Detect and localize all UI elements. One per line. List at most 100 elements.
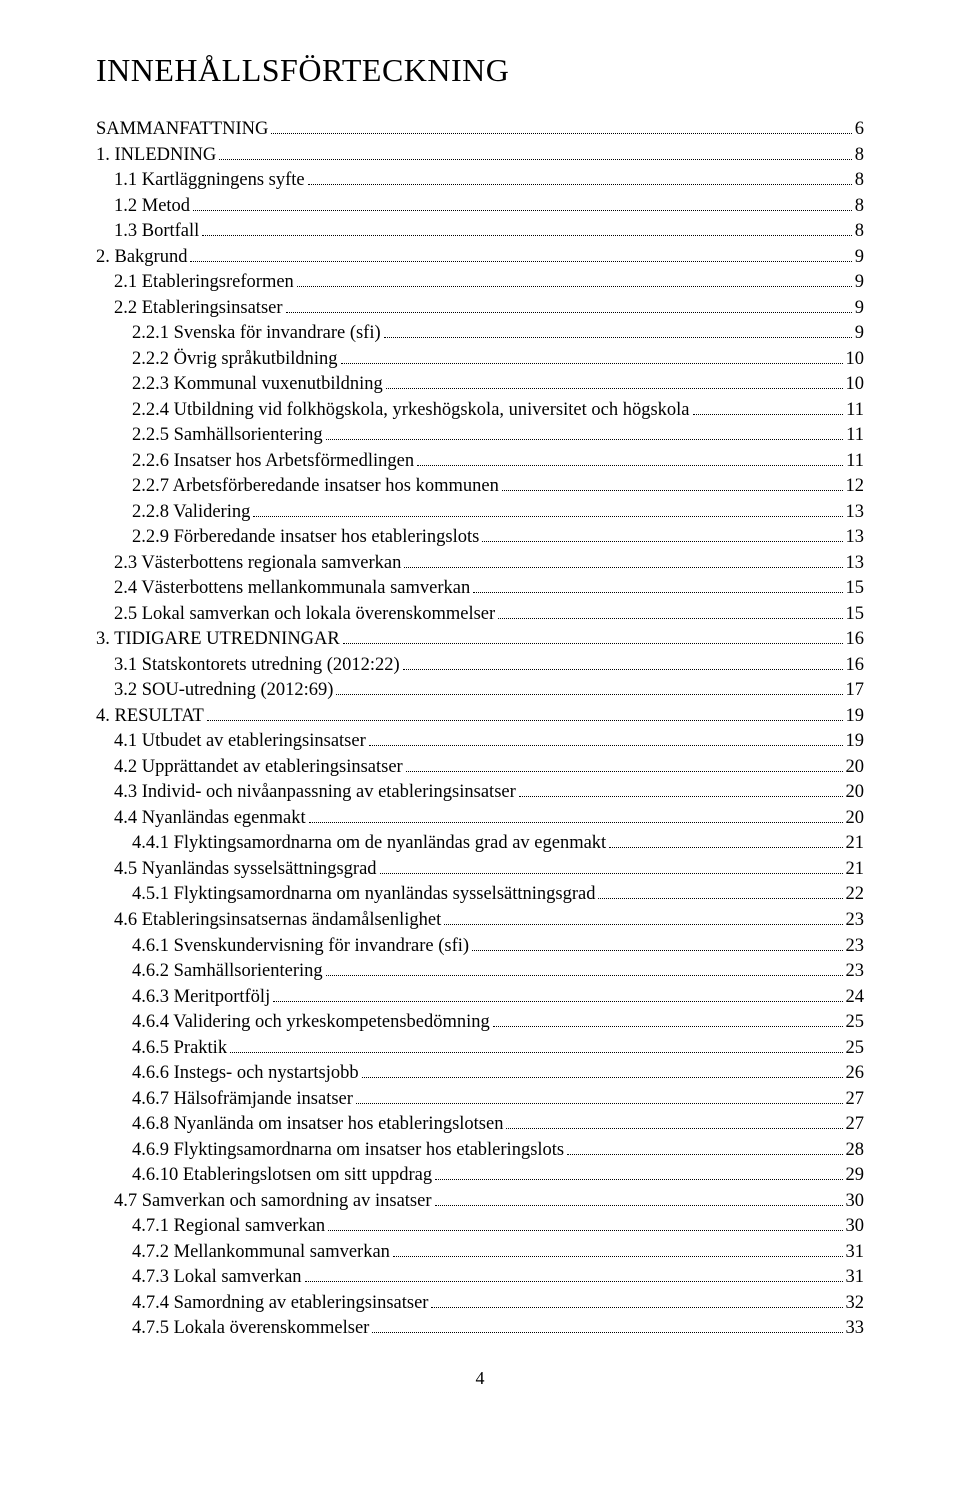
toc-entry[interactable]: 4.5.1 Flyktingsamordnarna om nyanländas … — [96, 882, 864, 908]
toc-entry[interactable]: 4.6.2 Samhällsorientering23 — [96, 959, 864, 985]
toc-entry[interactable]: 2.2.5 Samhällsorientering11 — [96, 423, 864, 449]
toc-entry[interactable]: 4. RESULTAT19 — [96, 704, 864, 730]
toc-entry-label: 4.6.9 Flyktingsamordnarna om insatser ho… — [132, 1138, 564, 1164]
table-of-contents: SAMMANFATTNING61. INLEDNING81.1 Kartlägg… — [96, 117, 864, 1342]
toc-entry[interactable]: 1.2 Metod8 — [96, 194, 864, 220]
toc-entry[interactable]: 2.2.4 Utbildning vid folkhögskola, yrkes… — [96, 398, 864, 424]
toc-entry[interactable]: 4.7.1 Regional samverkan30 — [96, 1214, 864, 1240]
toc-entry[interactable]: 2.2.8 Validering13 — [96, 500, 864, 526]
toc-entry-label: 4.7 Samverkan och samordning av insatser — [114, 1189, 432, 1215]
toc-entry[interactable]: 3.2 SOU-utredning (2012:69)17 — [96, 678, 864, 704]
toc-entry[interactable]: 2. Bakgrund9 — [96, 245, 864, 271]
toc-entry-page: 21 — [846, 831, 865, 857]
toc-entry[interactable]: 3. TIDIGARE UTREDNINGAR16 — [96, 627, 864, 653]
toc-entry[interactable]: 4.6 Etableringsinsatsernas ändamålsenlig… — [96, 908, 864, 934]
toc-entry[interactable]: 4.7.3 Lokal samverkan31 — [96, 1265, 864, 1291]
toc-leader-dots — [326, 439, 844, 440]
toc-entry-page: 13 — [846, 551, 865, 577]
toc-entry-label: 2.2 Etableringsinsatser — [114, 296, 283, 322]
toc-entry-label: 2.2.2 Övrig språkutbildning — [132, 347, 338, 373]
toc-entry[interactable]: 4.4 Nyanländas egenmakt 20 — [96, 806, 864, 832]
toc-entry-label: 2.2.7 Arbetsförberedande insatser hos ko… — [132, 474, 499, 500]
page-number: 4 — [96, 1368, 864, 1389]
toc-leader-dots — [230, 1052, 842, 1053]
toc-entry[interactable]: 2.1 Etableringsreformen9 — [96, 270, 864, 296]
toc-entry-page: 22 — [846, 882, 865, 908]
toc-entry[interactable]: 2.2.9 Förberedande insatser hos etableri… — [96, 525, 864, 551]
toc-entry-page: 23 — [846, 908, 865, 934]
toc-leader-dots — [502, 490, 843, 491]
toc-entry[interactable]: 4.6.3 Meritportfölj24 — [96, 985, 864, 1011]
toc-entry-page: 30 — [846, 1189, 865, 1215]
toc-entry-page: 9 — [855, 245, 864, 271]
toc-leader-dots — [336, 694, 842, 695]
toc-entry-label: 4.6.10 Etableringslotsen om sitt uppdrag — [132, 1163, 432, 1189]
toc-entry-label: 4.4.1 Flyktingsamordnarna om de nyanländ… — [132, 831, 606, 857]
toc-entry[interactable]: 2.3 Västerbottens regionala samverkan13 — [96, 551, 864, 577]
toc-entry-label: 4.4 Nyanländas egenmakt — [114, 806, 306, 832]
toc-entry[interactable]: 4.7.4 Samordning av etableringsinsatser3… — [96, 1291, 864, 1317]
toc-entry[interactable]: 1.1 Kartläggningens syfte8 — [96, 168, 864, 194]
toc-leader-dots — [609, 847, 842, 848]
toc-entry-label: 4.5 Nyanländas sysselsättningsgrad — [114, 857, 377, 883]
toc-entry-page: 20 — [846, 780, 865, 806]
toc-entry[interactable]: 4.7 Samverkan och samordning av insatser… — [96, 1189, 864, 1215]
toc-entry[interactable]: 4.6.4 Validering och yrkeskompetensbedöm… — [96, 1010, 864, 1036]
toc-leader-dots — [482, 541, 842, 542]
toc-entry-page: 27 — [846, 1112, 865, 1138]
toc-entry[interactable]: 3.1 Statskontorets utredning (2012:22)16 — [96, 653, 864, 679]
toc-leader-dots — [343, 643, 843, 644]
toc-entry[interactable]: 4.6.1 Svenskundervisning för invandrare … — [96, 934, 864, 960]
toc-entry[interactable]: 2.2.3 Kommunal vuxenutbildning10 — [96, 372, 864, 398]
toc-entry-page: 27 — [846, 1087, 865, 1113]
toc-entry-label: 4.6.2 Samhällsorientering — [132, 959, 323, 985]
toc-entry-label: 2.2.3 Kommunal vuxenutbildning — [132, 372, 383, 398]
toc-entry-page: 25 — [846, 1010, 865, 1036]
toc-entry[interactable]: 2.2.1 Svenska för invandrare (sfi)9 — [96, 321, 864, 347]
toc-entry[interactable]: 1. INLEDNING8 — [96, 143, 864, 169]
toc-entry-label: 4.7.1 Regional samverkan — [132, 1214, 325, 1240]
toc-entry-label: 4.3 Individ- och nivåanpassning av etabl… — [114, 780, 516, 806]
toc-entry[interactable]: 4.6.10 Etableringslotsen om sitt uppdrag… — [96, 1163, 864, 1189]
toc-entry[interactable]: 4.6.6 Instegs- och nystartsjobb26 — [96, 1061, 864, 1087]
toc-entry[interactable]: 4.7.2 Mellankommunal samverkan31 — [96, 1240, 864, 1266]
toc-entry-page: 11 — [846, 449, 864, 475]
toc-entry-label: 2.5 Lokal samverkan och lokala överensko… — [114, 602, 495, 628]
toc-entry-page: 8 — [855, 143, 864, 169]
toc-entry-label: 3.2 SOU-utredning (2012:69) — [114, 678, 333, 704]
toc-entry-label: 2.2.8 Validering — [132, 500, 250, 526]
toc-entry-page: 11 — [846, 398, 864, 424]
toc-entry-page: 28 — [846, 1138, 865, 1164]
toc-entry[interactable]: 4.6.7 Hälsofrämjande insatser27 — [96, 1087, 864, 1113]
toc-entry[interactable]: 2.5 Lokal samverkan och lokala överensko… — [96, 602, 864, 628]
toc-leader-dots — [417, 465, 843, 466]
toc-entry[interactable]: 2.2.2 Övrig språkutbildning10 — [96, 347, 864, 373]
toc-entry[interactable]: 4.2 Upprättandet av etableringsinsatser2… — [96, 755, 864, 781]
toc-leader-dots — [305, 1281, 843, 1282]
toc-entry[interactable]: 4.6.5 Praktik 25 — [96, 1036, 864, 1062]
toc-entry-page: 6 — [855, 117, 864, 143]
toc-entry[interactable]: 4.4.1 Flyktingsamordnarna om de nyanländ… — [96, 831, 864, 857]
toc-entry-label: 4.6.6 Instegs- och nystartsjobb — [132, 1061, 359, 1087]
toc-leader-dots — [519, 796, 843, 797]
toc-entry-label: 4.6.5 Praktik — [132, 1036, 227, 1062]
toc-entry[interactable]: 2.4 Västerbottens mellankommunala samver… — [96, 576, 864, 602]
toc-entry-page: 19 — [846, 704, 865, 730]
toc-entry[interactable]: 4.6.8 Nyanlända om insatser hos etableri… — [96, 1112, 864, 1138]
toc-entry-page: 20 — [846, 806, 865, 832]
toc-entry[interactable]: SAMMANFATTNING6 — [96, 117, 864, 143]
toc-entry[interactable]: 1.3 Bortfall8 — [96, 219, 864, 245]
toc-entry-page: 19 — [846, 729, 865, 755]
toc-entry-page: 25 — [846, 1036, 865, 1062]
toc-entry[interactable]: 4.7.5 Lokala överenskommelser33 — [96, 1316, 864, 1342]
toc-entry-label: 2.2.1 Svenska för invandrare (sfi) — [132, 321, 381, 347]
toc-entry[interactable]: 2.2 Etableringsinsatser 9 — [96, 296, 864, 322]
toc-entry[interactable]: 4.6.9 Flyktingsamordnarna om insatser ho… — [96, 1138, 864, 1164]
toc-entry[interactable]: 2.2.7 Arbetsförberedande insatser hos ko… — [96, 474, 864, 500]
toc-entry[interactable]: 4.5 Nyanländas sysselsättningsgrad21 — [96, 857, 864, 883]
toc-leader-dots — [372, 1332, 842, 1333]
toc-entry[interactable]: 4.3 Individ- och nivåanpassning av etabl… — [96, 780, 864, 806]
toc-entry[interactable]: 4.1 Utbudet av etableringsinsatser19 — [96, 729, 864, 755]
toc-entry[interactable]: 2.2.6 Insatser hos Arbetsförmedlingen11 — [96, 449, 864, 475]
toc-entry-page: 9 — [855, 296, 864, 322]
